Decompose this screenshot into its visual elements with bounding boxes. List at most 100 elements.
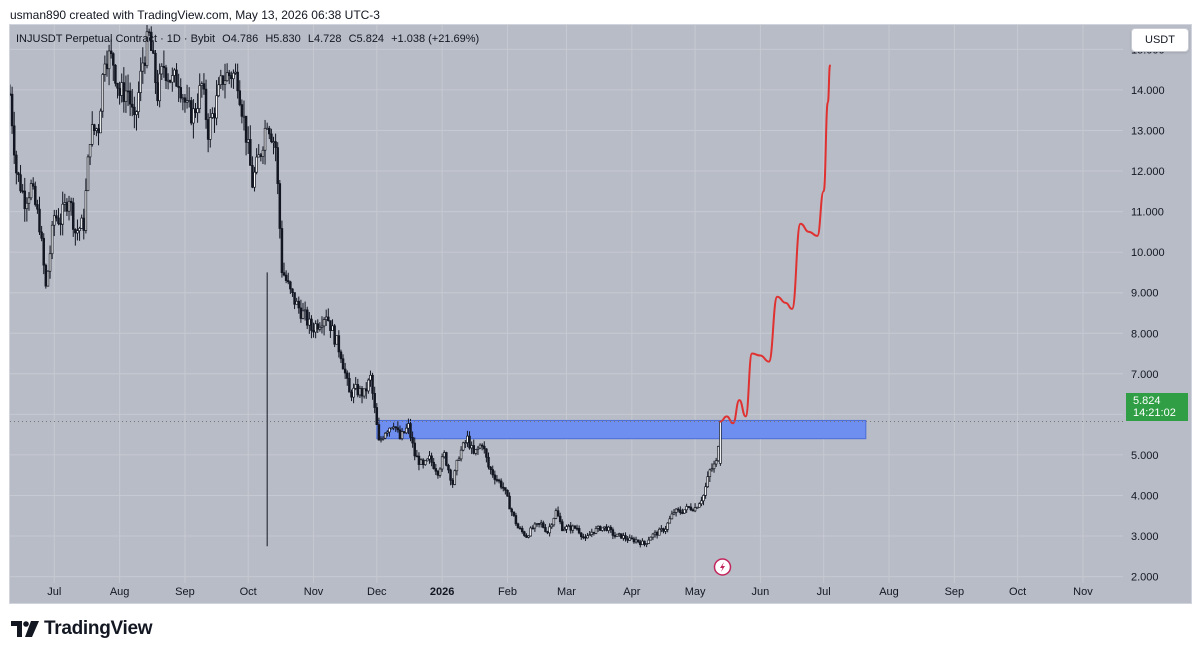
candle — [548, 523, 551, 537]
candle — [244, 115, 248, 156]
candle — [36, 199, 39, 214]
current-price-tag: 5.824 14:21:02 — [1126, 393, 1188, 421]
time-axis[interactable]: Jul Aug Sep Oct Nov Dec 2026 Feb Mar Apr May Jun Jul… — [47, 586, 1093, 598]
time-tick-label: Jul — [817, 586, 831, 598]
price-tick-label: 4.000 — [1131, 490, 1159, 502]
candle — [131, 88, 134, 117]
event-marker[interactable] — [713, 558, 732, 576]
currency-unit-button[interactable]: USDT — [1131, 28, 1189, 52]
candle — [297, 296, 301, 314]
time-tick-label: Aug — [110, 586, 130, 598]
price-tick-label: 2.000 — [1131, 572, 1159, 584]
candle — [145, 25, 149, 69]
price-tick-label: 5.000 — [1131, 450, 1159, 462]
candle — [164, 64, 168, 89]
time-tick-label: Feb — [498, 586, 517, 598]
price-tick-label: 11.000 — [1131, 207, 1164, 219]
candle — [53, 209, 56, 237]
candle — [683, 509, 686, 514]
candle — [478, 443, 482, 450]
candle — [670, 510, 674, 520]
candle — [588, 530, 591, 537]
zone-layer — [376, 419, 867, 440]
candle — [685, 503, 688, 513]
time-tick-label: Aug — [879, 586, 899, 598]
candle — [493, 470, 497, 485]
candle — [457, 456, 461, 461]
candle — [453, 469, 457, 486]
candle — [128, 82, 132, 116]
chart-area[interactable]: 15.00014.00013.00012.00011.00010.0009.00… — [9, 24, 1192, 604]
candle — [27, 192, 31, 211]
candle — [209, 108, 212, 148]
candle — [598, 525, 602, 532]
candle — [50, 220, 54, 260]
time-tick-label: Oct — [240, 586, 257, 598]
candle — [103, 55, 107, 82]
candle — [40, 225, 43, 242]
candle — [615, 533, 619, 537]
candle — [430, 452, 433, 467]
candle — [476, 445, 480, 455]
candle — [504, 487, 507, 495]
price-tick-label: 8.000 — [1131, 328, 1159, 340]
candle — [438, 467, 442, 478]
candle — [221, 74, 225, 91]
candle — [192, 99, 195, 139]
candle — [550, 523, 553, 529]
candle — [25, 197, 29, 222]
candle — [693, 503, 697, 513]
candle — [183, 94, 187, 113]
price-tick-label: 3.000 — [1131, 531, 1159, 543]
candle — [236, 63, 239, 99]
candle — [86, 154, 90, 192]
tradingview-logo[interactable]: TradingView — [11, 618, 153, 640]
price-chart[interactable]: 15.00014.00013.00012.00011.00010.0009.00… — [10, 25, 1192, 604]
legend-open: O4.786 — [222, 33, 259, 45]
candle — [461, 441, 465, 452]
candle — [544, 524, 547, 533]
candle — [38, 196, 41, 235]
candle — [348, 372, 351, 393]
candle — [42, 233, 45, 275]
candle — [154, 49, 157, 94]
candle — [664, 525, 667, 535]
candle — [577, 525, 581, 535]
candle — [84, 178, 88, 234]
candle — [561, 519, 564, 532]
candle — [459, 446, 463, 462]
resistance-zone[interactable] — [376, 419, 867, 440]
time-tick-label: Sep — [945, 586, 965, 598]
candle — [352, 383, 355, 404]
candle — [657, 527, 661, 536]
candle — [34, 181, 37, 207]
time-tick-label: Nov — [304, 586, 324, 598]
candle — [487, 452, 490, 470]
candle — [19, 164, 22, 194]
candle — [15, 150, 18, 185]
candle — [333, 323, 336, 348]
candle — [268, 125, 271, 140]
candle — [61, 191, 64, 236]
candle — [712, 460, 716, 473]
candle — [23, 177, 27, 222]
candle — [76, 219, 79, 241]
candle — [253, 166, 256, 192]
candle — [676, 507, 680, 513]
candle — [137, 81, 140, 119]
candle — [343, 362, 347, 379]
candle — [339, 349, 343, 363]
candle — [280, 220, 284, 278]
legend-symbol: INJUSDT Perpetual Contract · 1D · Bybit — [16, 33, 216, 45]
candle — [160, 63, 164, 80]
candle — [232, 69, 235, 89]
candle — [371, 372, 374, 400]
candle — [704, 482, 707, 499]
candle — [565, 524, 568, 534]
time-tick-label: Mar — [557, 586, 576, 598]
candle — [710, 463, 714, 472]
candle — [29, 179, 33, 201]
candle — [666, 522, 669, 533]
projection-path[interactable] — [719, 64, 831, 425]
candle — [310, 315, 313, 339]
